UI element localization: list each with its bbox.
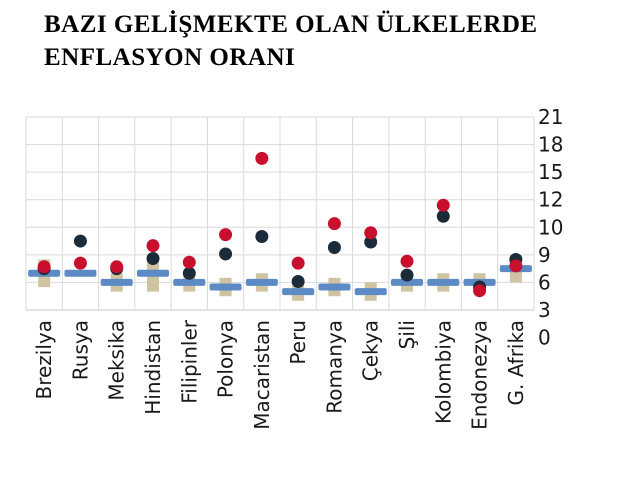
- current-inflation-point: [110, 260, 124, 274]
- previous-inflation-point: [436, 209, 450, 223]
- previous-inflation-point: [400, 268, 414, 282]
- category-label: Filipinler: [177, 319, 201, 404]
- target-marker: [100, 278, 133, 286]
- current-inflation-point: [73, 256, 87, 270]
- current-inflation-point: [37, 260, 51, 274]
- category-label: Meksika: [105, 320, 129, 401]
- current-inflation-point: [364, 226, 378, 240]
- current-inflation-point: [291, 256, 305, 270]
- chart-title: BAZI GELİŞMEKTE OLAN ÜLKELERDE ENFLASYON…: [44, 8, 634, 74]
- category-label: Macaristan: [250, 320, 274, 430]
- category-label: Şili: [395, 320, 419, 349]
- category-label: G. Afrika: [504, 320, 528, 406]
- target-marker: [427, 278, 460, 286]
- category-label: Peru: [286, 320, 310, 365]
- target-marker: [318, 283, 351, 291]
- target-marker: [173, 278, 206, 286]
- y-tick-label: 12: [538, 188, 563, 212]
- previous-inflation-point: [146, 252, 160, 266]
- target-marker: [245, 278, 278, 286]
- previous-inflation-point: [327, 241, 341, 255]
- chart-title-line-1: BAZI GELİŞMEKTE OLAN ÜLKELERDE: [44, 11, 538, 38]
- current-inflation-point: [146, 239, 160, 253]
- y-tick-label: 10: [538, 215, 563, 239]
- category-label: Romanya: [322, 320, 346, 414]
- current-inflation-point: [255, 151, 269, 165]
- current-inflation-point: [219, 228, 233, 242]
- previous-inflation-point: [73, 234, 87, 248]
- target-marker: [282, 288, 315, 296]
- chart-title-line-2: ENFLASYON ORANI: [44, 44, 296, 71]
- target-marker: [64, 269, 97, 277]
- y-tick-label: 15: [538, 160, 563, 184]
- target-marker: [137, 269, 169, 277]
- target-marker: [209, 283, 242, 291]
- category-label: Rusya: [68, 320, 92, 380]
- previous-inflation-point: [219, 247, 233, 261]
- previous-inflation-point: [182, 266, 196, 280]
- current-inflation-point: [473, 284, 487, 298]
- y-tick-label: 6: [538, 270, 551, 294]
- previous-inflation-point: [364, 235, 378, 249]
- target-marker: [354, 288, 387, 296]
- category-label: Çekya: [359, 320, 383, 381]
- previous-inflation-point: [291, 275, 305, 289]
- category-label: Polonya: [214, 320, 238, 398]
- current-inflation-point: [400, 254, 414, 268]
- previous-inflation-point: [255, 229, 269, 243]
- y-tick-label: 3: [538, 298, 551, 322]
- category-label: Kolombiya: [431, 320, 455, 424]
- y-tick-label: 18: [538, 133, 563, 157]
- category-label: Brezilya: [32, 320, 56, 400]
- current-inflation-point: [182, 255, 196, 269]
- y-tick-label: 9: [538, 243, 551, 267]
- current-inflation-point: [327, 217, 341, 231]
- target-marker: [391, 278, 423, 286]
- current-inflation-point: [509, 259, 523, 273]
- y-tick-label: 0: [538, 326, 551, 350]
- category-label: Endonezya: [468, 320, 492, 430]
- y-tick-label: 21: [538, 105, 563, 129]
- category-label: Hindistan: [141, 320, 165, 415]
- current-inflation-point: [436, 198, 450, 212]
